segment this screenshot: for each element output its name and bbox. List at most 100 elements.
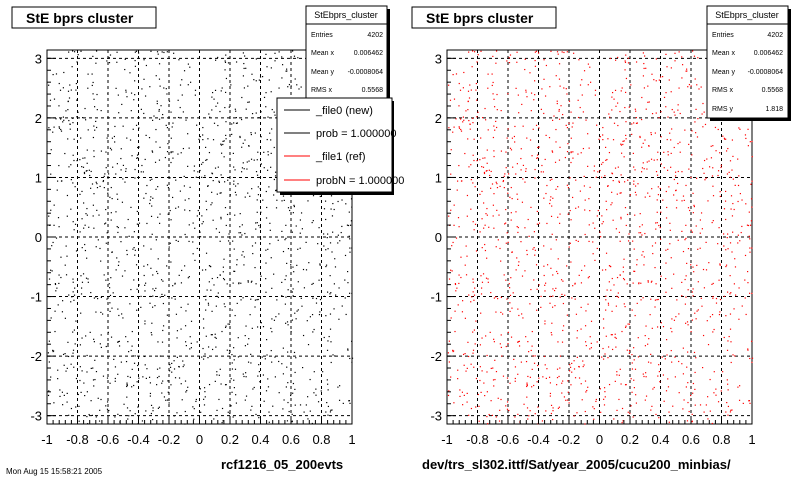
left-data-point bbox=[106, 232, 108, 234]
left-data-point bbox=[251, 405, 253, 407]
left-data-point bbox=[103, 175, 105, 177]
right-data-point bbox=[511, 307, 513, 309]
right-data-point bbox=[500, 398, 502, 401]
right-data-point bbox=[719, 264, 721, 266]
right-data-point bbox=[728, 335, 730, 338]
right-data-point bbox=[583, 364, 585, 366]
right-data-point bbox=[686, 321, 689, 323]
right-data-point bbox=[738, 399, 741, 401]
left-data-point bbox=[92, 204, 94, 206]
right-data-point bbox=[584, 209, 586, 211]
left-data-point bbox=[257, 151, 259, 153]
left-data-point bbox=[96, 183, 98, 185]
right-data-point bbox=[592, 241, 594, 243]
right-data-point bbox=[653, 386, 655, 389]
right-xtick-label: -1 bbox=[441, 432, 453, 447]
right-data-point bbox=[562, 280, 564, 282]
right-ytick-label: 0 bbox=[435, 230, 442, 245]
left-data-point bbox=[152, 407, 154, 409]
right-data-point bbox=[577, 206, 580, 208]
left-data-point bbox=[235, 394, 237, 396]
right-data-point bbox=[533, 384, 535, 387]
right-data-point bbox=[697, 248, 699, 250]
left-stats-value-2: -0.0008064 bbox=[348, 69, 384, 76]
left-data-point bbox=[117, 373, 119, 375]
right-data-point bbox=[495, 50, 498, 52]
left-data-point bbox=[184, 410, 186, 413]
left-data-point bbox=[222, 140, 224, 142]
right-data-point bbox=[492, 379, 495, 381]
right-data-point bbox=[726, 237, 728, 239]
right-data-point bbox=[490, 291, 492, 294]
right-data-point bbox=[647, 192, 649, 194]
right-data-point bbox=[620, 383, 622, 385]
right-data-point bbox=[622, 420, 624, 422]
left-data-point bbox=[228, 323, 231, 325]
right-data-point bbox=[675, 189, 677, 192]
left-data-point bbox=[325, 249, 327, 251]
right-data-point bbox=[580, 152, 582, 154]
left-data-point bbox=[108, 57, 110, 59]
right-data-point bbox=[589, 336, 591, 338]
left-data-point bbox=[306, 320, 308, 322]
left-data-point bbox=[126, 96, 128, 98]
left-data-point bbox=[247, 280, 249, 282]
left-data-point bbox=[82, 166, 85, 168]
left-data-point bbox=[198, 138, 200, 140]
left-data-point bbox=[190, 347, 193, 349]
left-xtick-label: -0.2 bbox=[158, 432, 180, 447]
left-data-point bbox=[95, 416, 97, 418]
right-data-point bbox=[452, 131, 454, 133]
right-data-point bbox=[636, 259, 638, 261]
right-data-point bbox=[596, 341, 598, 343]
right-data-point bbox=[691, 291, 693, 293]
left-data-point bbox=[329, 328, 332, 330]
left-data-point bbox=[149, 199, 151, 201]
right-data-point bbox=[717, 401, 720, 403]
left-data-point bbox=[207, 138, 209, 140]
right-data-point bbox=[494, 378, 496, 381]
right-data-point bbox=[626, 283, 628, 285]
left-data-point bbox=[202, 126, 204, 129]
right-data-point bbox=[751, 180, 753, 182]
left-data-point bbox=[195, 400, 197, 403]
left-data-point bbox=[75, 82, 77, 85]
left-data-point bbox=[330, 208, 332, 210]
right-data-point bbox=[645, 372, 647, 374]
right-data-point bbox=[656, 174, 659, 176]
right-data-point bbox=[611, 191, 613, 193]
right-data-point bbox=[531, 386, 533, 388]
right-data-point bbox=[678, 87, 680, 89]
left-data-point bbox=[117, 308, 119, 310]
right-data-point bbox=[568, 100, 571, 102]
left-data-point bbox=[260, 275, 262, 277]
right-data-point bbox=[529, 72, 531, 74]
right-data-point bbox=[472, 349, 475, 351]
right-data-point bbox=[472, 122, 474, 124]
right-data-point bbox=[656, 299, 658, 301]
right-data-point bbox=[534, 65, 537, 67]
right-data-point bbox=[615, 105, 617, 107]
right-data-point bbox=[614, 380, 616, 382]
right-data-point bbox=[655, 413, 657, 416]
right-data-point bbox=[596, 124, 598, 126]
right-data-point bbox=[692, 212, 694, 214]
left-data-point bbox=[309, 378, 311, 381]
right-data-point bbox=[481, 337, 483, 339]
left-data-point bbox=[79, 344, 82, 346]
left-data-point bbox=[68, 414, 70, 416]
right-data-point bbox=[730, 208, 732, 210]
right-data-point bbox=[681, 363, 683, 365]
right-data-point bbox=[632, 416, 634, 418]
right-data-point bbox=[482, 166, 485, 168]
left-data-point bbox=[163, 87, 165, 89]
right-data-point bbox=[668, 186, 670, 188]
right-data-point bbox=[507, 241, 509, 243]
right-data-point bbox=[486, 371, 488, 373]
left-data-point bbox=[330, 409, 332, 411]
left-data-point bbox=[271, 287, 273, 289]
right-data-point bbox=[526, 249, 528, 252]
right-data-point bbox=[558, 118, 561, 120]
left-data-point bbox=[211, 91, 214, 94]
left-data-point bbox=[194, 259, 196, 261]
